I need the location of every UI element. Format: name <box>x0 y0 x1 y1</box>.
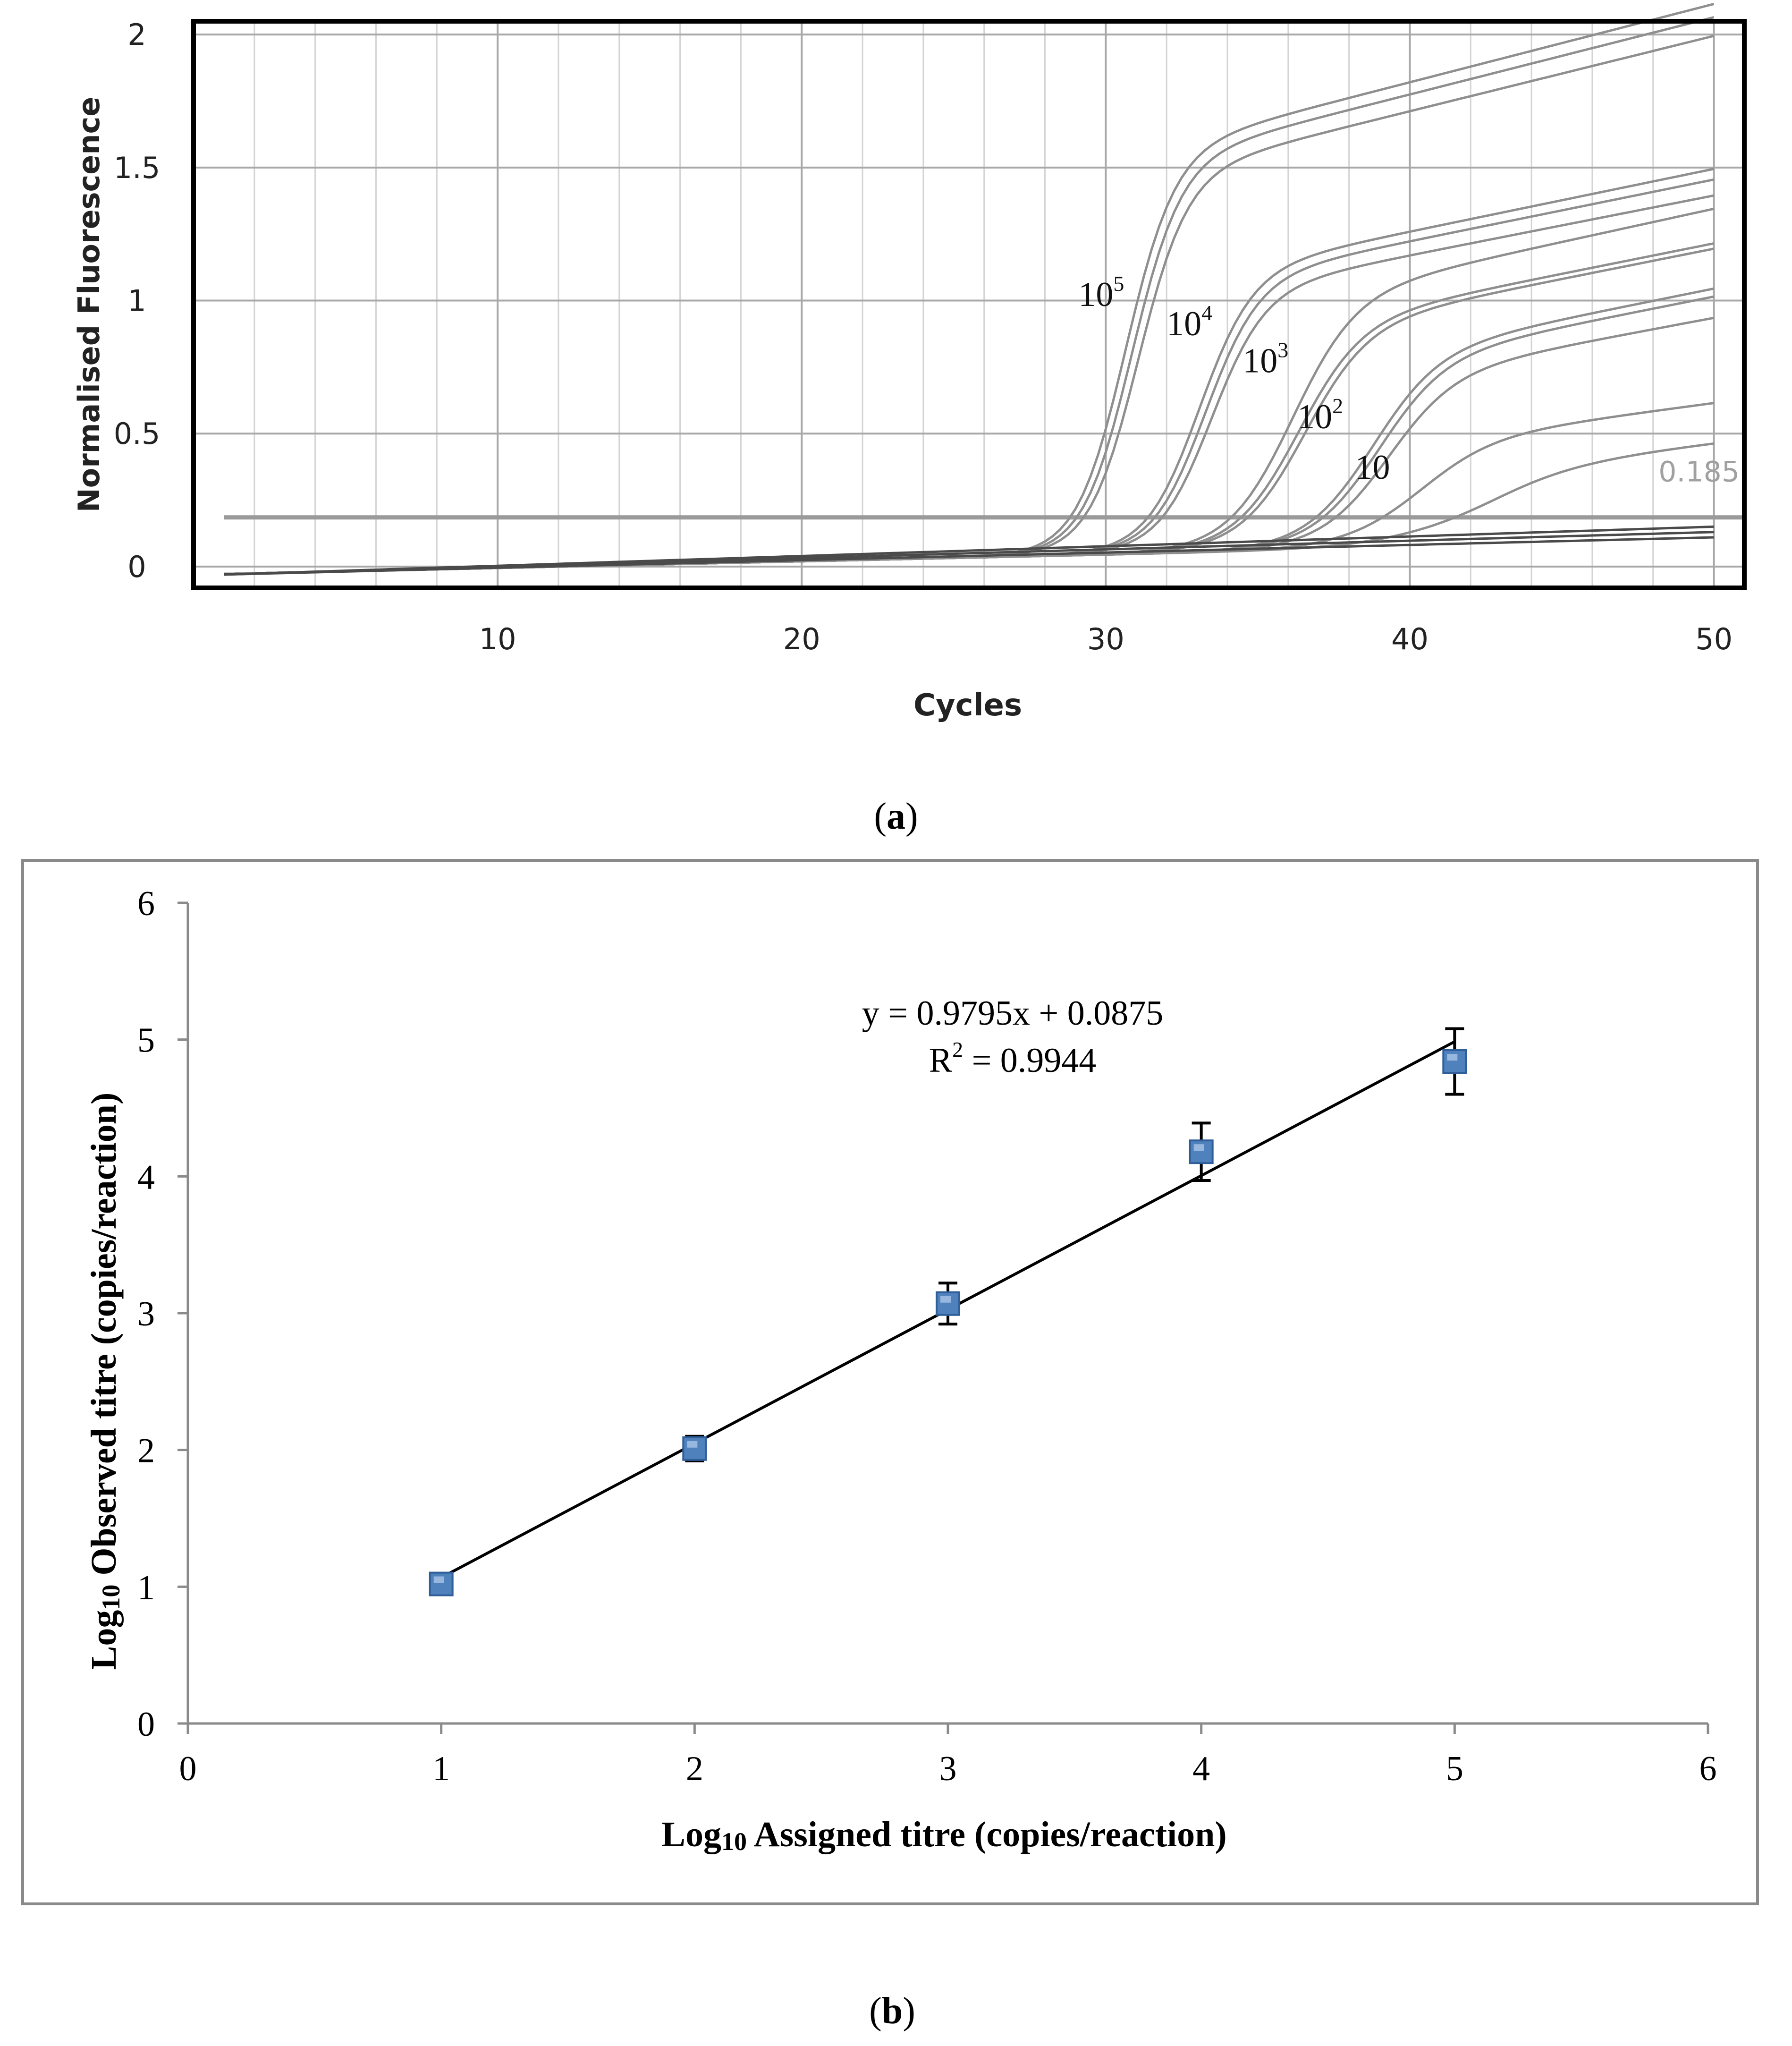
data-point-highlight <box>940 1296 951 1303</box>
dilution-label: 105 <box>1078 272 1124 314</box>
dilution-label: 104 <box>1166 301 1212 343</box>
r-squared-symbol: R <box>929 1041 953 1080</box>
y-tick-label: 6 <box>137 884 155 923</box>
y-tick-label: 2 <box>127 17 146 52</box>
x-axis-title: Cycles <box>913 688 1022 723</box>
dilution-base: 10 <box>1355 448 1390 487</box>
y-tick-label: 4 <box>137 1158 155 1197</box>
data-point-highlight <box>1193 1144 1204 1151</box>
y-axis-title-sub: 10 <box>97 1585 125 1610</box>
dilution-base: 10 <box>1078 275 1113 314</box>
y-axis-title: Log10 Observed titre (copies/reaction) <box>84 1093 125 1670</box>
panel-a-letter: a <box>887 796 905 837</box>
dilution-base: 10 <box>1166 305 1201 343</box>
r-squared-sup: 2 <box>952 1037 963 1061</box>
data-point-highlight <box>433 1576 444 1583</box>
x-axis-title-sub: 10 <box>721 1827 747 1856</box>
curve-negative-3 <box>224 536 1714 576</box>
x-tick-label: 10 <box>479 622 516 656</box>
y-axis-title: Normalised Fluorescence <box>72 97 106 513</box>
y-tick-labels: 0 1 2 3 4 5 6 <box>137 884 155 1744</box>
x-tick-label: 0 <box>179 1749 197 1788</box>
panel-b-border <box>21 859 1759 1905</box>
dilution-exponent: 4 <box>1201 301 1212 325</box>
data-point-highlight <box>687 1441 698 1448</box>
y-tick-label: 1 <box>137 1568 155 1607</box>
x-tick-label: 40 <box>1391 622 1429 656</box>
dilution-exponent: 5 <box>1113 272 1124 296</box>
curve-10-5-rep-3 <box>224 34 1715 575</box>
y-axis-title-rest: Observed titre (copies/reaction) <box>84 1093 124 1585</box>
x-tick-label: 2 <box>686 1749 703 1788</box>
plot-frame <box>191 19 1747 590</box>
x-tick-labels: 0 1 2 3 4 5 6 <box>179 1749 1717 1788</box>
y-tick-labels: 0 0.5 1 1.5 2 <box>114 17 161 584</box>
x-axis-title-rest: Assigned titre (copies/reaction) <box>747 1815 1227 1854</box>
dilution-exponent: 2 <box>1332 394 1343 418</box>
curve-10-4-rep-1 <box>224 168 1715 575</box>
curve-10-3-rep-3 <box>224 247 1715 575</box>
dilution-base: 10 <box>1243 342 1277 381</box>
y-tick-label: 0 <box>137 1705 155 1744</box>
dilution-exponent: 3 <box>1277 338 1288 362</box>
y-tick-label: 0.5 <box>114 416 161 451</box>
y-tick-label: 2 <box>137 1432 155 1470</box>
data-point <box>1442 1049 1467 1074</box>
data-point <box>429 1571 454 1596</box>
data-point <box>682 1436 707 1461</box>
y-tick-label: 5 <box>137 1021 155 1060</box>
x-tick-label: 4 <box>1192 1749 1210 1788</box>
panel-label-a: (a) <box>874 796 918 837</box>
x-tick-label: 1 <box>432 1749 450 1788</box>
y-tick-label: 3 <box>137 1295 155 1333</box>
data-point <box>1189 1139 1214 1164</box>
data-point <box>936 1291 960 1316</box>
x-axis-title-log: Log <box>661 1815 721 1854</box>
x-tick-labels: 10 20 30 40 50 <box>479 622 1733 656</box>
curve-10-5-rep-2 <box>224 16 1715 575</box>
panel-b-letter: b <box>882 1990 903 2032</box>
data-points <box>429 1049 1467 1596</box>
trendline-equation: y = 0.9795x + 0.0875 <box>862 994 1163 1033</box>
panel-label-b: (b) <box>869 1990 915 2032</box>
y-tick-label: 1 <box>127 284 146 318</box>
dilution-label: 10 <box>1355 448 1390 487</box>
x-axis-title: Log10 Assigned titre (copies/reaction) <box>661 1815 1226 1856</box>
x-tick-label: 5 <box>1446 1749 1463 1788</box>
dilution-base: 10 <box>1297 398 1332 436</box>
x-tick-label: 3 <box>939 1749 957 1788</box>
amplification-curves <box>224 2 1715 576</box>
x-tick-label: 30 <box>1087 622 1124 656</box>
x-tick-label: 20 <box>783 622 820 656</box>
r-squared-value: = 0.9944 <box>963 1041 1096 1080</box>
y-axis-title-log: Log <box>84 1610 124 1670</box>
standard-curve-chart: 0 1 2 3 4 5 6 0 1 2 3 4 5 6 y = 0.9795x + 0.0875 R2 … <box>84 884 1717 1856</box>
axes <box>178 901 1709 1734</box>
x-tick-label: 50 <box>1695 622 1733 656</box>
dilution-label: 102 <box>1297 394 1343 436</box>
curve-10-2-rep-1 <box>224 287 1715 575</box>
threshold-label: 0.185 <box>1658 456 1740 489</box>
major-gridlines <box>194 21 1744 588</box>
r-squared: R2 = 0.9944 <box>929 1037 1097 1080</box>
x-tick-label: 6 <box>1699 1749 1717 1788</box>
y-tick-label: 1.5 <box>114 151 161 185</box>
data-point-highlight <box>1447 1054 1458 1061</box>
curve-10-rep-1 <box>224 402 1714 575</box>
minor-gridlines <box>254 21 1654 588</box>
y-tick-label: 0 <box>127 550 146 584</box>
dilution-label: 103 <box>1243 338 1288 381</box>
